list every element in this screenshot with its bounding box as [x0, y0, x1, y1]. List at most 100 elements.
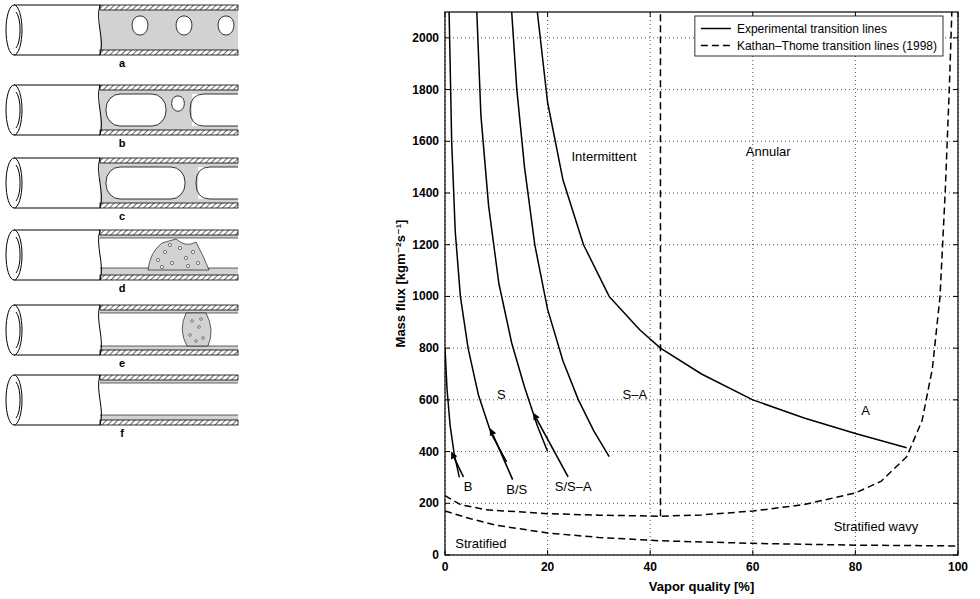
annotation-arrow: [533, 413, 568, 477]
pipe-body: [14, 305, 100, 355]
pipe-interior: [100, 310, 238, 350]
tick-mark: [953, 348, 958, 349]
pipe-end-inner: [16, 165, 20, 201]
arrow-head: [451, 452, 457, 460]
pipe-body: [14, 230, 100, 280]
pipe-diagram: b: [6, 85, 238, 149]
churn-bubble: [160, 265, 163, 268]
pipe-break: [99, 158, 102, 208]
tick-label: 100: [948, 560, 968, 574]
bubble: [176, 16, 192, 35]
arrow-shaft: [537, 419, 569, 477]
tick-label: 0: [432, 548, 439, 562]
grid-line: [752, 12, 753, 555]
tick-label: 1200: [412, 238, 439, 252]
tick-mark: [953, 503, 958, 504]
legend: Experimental transition linesKathan–Thom…: [695, 16, 943, 56]
diagram-label: f: [120, 427, 124, 439]
pipe-wall: [100, 350, 238, 355]
tick-label: 20: [541, 560, 555, 574]
grid-line: [445, 193, 958, 194]
tick-mark: [752, 550, 753, 555]
tick-mark: [445, 244, 450, 245]
pipe-break: [99, 85, 102, 135]
pipe-wall: [100, 5, 238, 10]
tick-label: 400: [419, 445, 439, 459]
churn-bubble: [156, 258, 159, 261]
liquid-film: [100, 380, 238, 383]
grid-line: [445, 451, 958, 452]
region-label: Annular: [746, 144, 791, 159]
liquid-film: [100, 346, 238, 350]
film-edge: [100, 346, 238, 347]
pipe-break: [99, 375, 102, 425]
pipe-wall: [100, 158, 238, 163]
region-label: S–A: [623, 387, 648, 402]
region-label: Stratified wavy: [834, 519, 919, 534]
annotation-arrow: [490, 428, 513, 479]
tick-mark: [953, 451, 958, 452]
lump-bubble: [198, 326, 201, 329]
film-edge: [100, 313, 238, 314]
pipe-end-inner: [16, 237, 20, 273]
tick-label: 1800: [412, 83, 439, 97]
diagram-label: e: [119, 357, 125, 369]
pipe-end: [6, 375, 22, 425]
tick-mark: [445, 451, 450, 452]
tick-label: 60: [746, 560, 760, 574]
background: [0, 0, 980, 599]
film-edge: [100, 238, 238, 239]
tick-label: 0: [442, 560, 449, 574]
grid-line: [855, 12, 856, 555]
tick-mark: [547, 550, 548, 555]
legend-box: [695, 16, 943, 56]
slug-fill: [192, 94, 238, 126]
pipe-interior: [100, 10, 238, 50]
annotations: IntermittentAnnularSS–AABB/SS/S–AStratif…: [451, 144, 919, 551]
tick-label: 1600: [412, 134, 439, 148]
pipe-end: [6, 230, 22, 280]
lump-bubble: [200, 318, 203, 321]
region-label: S: [497, 387, 506, 402]
pipe-interior: [100, 380, 238, 420]
pipe-end: [6, 5, 22, 55]
legend-sample: [701, 45, 731, 47]
tick-mark: [650, 12, 651, 17]
tick-label: 80: [849, 560, 863, 574]
tick-mark: [855, 550, 856, 555]
churn-bubble: [184, 256, 187, 259]
legend-label: Experimental transition lines: [737, 22, 887, 36]
pipe-wall: [100, 203, 238, 208]
legend-sample: [701, 28, 731, 30]
region-label: S/S–A: [555, 479, 592, 494]
slug-bubble: [106, 94, 166, 126]
arrow-head: [533, 413, 539, 421]
churn-bubble: [186, 264, 189, 267]
pipe-wall: [100, 305, 238, 310]
pipe-break: [99, 305, 102, 355]
pipe-break: [99, 5, 102, 55]
pipe-wall: [100, 420, 238, 425]
pipe-diagram: c: [6, 158, 238, 222]
region-label: B: [464, 479, 473, 494]
liquid-film: [100, 235, 238, 238]
pipe-wall: [100, 50, 238, 55]
tick-label: 40: [644, 560, 658, 574]
pipe-diagram: d: [6, 230, 238, 294]
pipe-end-inner: [16, 312, 20, 348]
liquid-film: [100, 310, 238, 313]
tick-label: 2000: [412, 31, 439, 45]
liquid-lump: [182, 313, 211, 346]
tick-mark: [445, 503, 450, 504]
region-label: Stratified: [455, 536, 506, 551]
pipe-end: [6, 305, 22, 355]
plot-frame: [445, 12, 958, 555]
pipe-wall: [100, 275, 238, 280]
bubble: [218, 16, 234, 35]
tick-mark: [953, 399, 958, 400]
churn-bubble: [163, 250, 166, 253]
diagram-label: a: [119, 57, 126, 69]
tick-mark: [445, 193, 450, 194]
tick-mark: [953, 193, 958, 194]
grid-line: [445, 503, 958, 504]
